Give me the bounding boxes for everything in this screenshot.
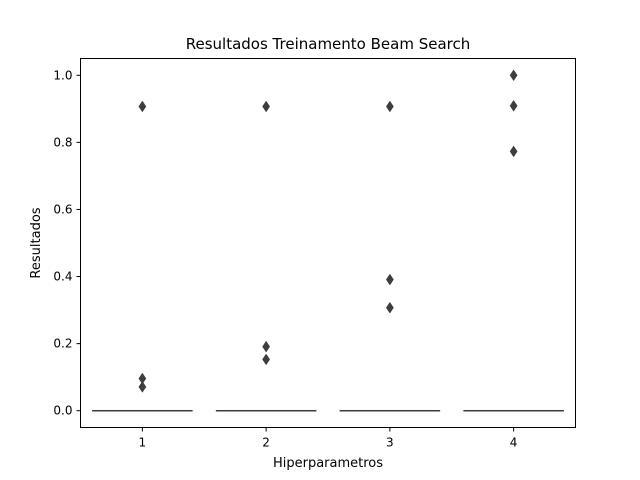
- outlier-point: [262, 100, 271, 113]
- box-group: [215, 100, 317, 412]
- x-axis-label: Hiperparametros: [273, 456, 383, 471]
- plot-area: [92, 69, 564, 412]
- x-tick-label: 3: [386, 436, 394, 450]
- outlier-point: [385, 273, 394, 286]
- y-tick-label: 0.2: [53, 337, 72, 351]
- chart-title: Resultados Treinamento Beam Search: [186, 35, 471, 53]
- y-tick-label: 0.0: [53, 404, 72, 418]
- outlier-point: [262, 340, 271, 353]
- plot-frame: [80, 58, 576, 428]
- y-tick-label: 1.0: [53, 68, 72, 82]
- y-axis-label: Resultados: [29, 207, 44, 278]
- x-tick-label: 1: [139, 436, 147, 450]
- x-tick-label: 2: [262, 436, 270, 450]
- outlier-point: [262, 353, 271, 366]
- y-tick-label: 0.4: [53, 270, 72, 284]
- outlier-point: [138, 381, 147, 393]
- outlier-point: [509, 99, 518, 112]
- outlier-point: [509, 69, 518, 82]
- y-tick-label: 0.6: [53, 202, 72, 216]
- y-tick-label: 0.8: [53, 135, 72, 149]
- box-group: [92, 100, 193, 412]
- outlier-point: [138, 100, 147, 113]
- outlier-point: [385, 301, 394, 314]
- outlier-point: [385, 100, 394, 113]
- x-tick-label: 4: [510, 436, 518, 450]
- box-group: [339, 100, 441, 412]
- outlier-point: [509, 145, 518, 158]
- box-group: [463, 69, 564, 412]
